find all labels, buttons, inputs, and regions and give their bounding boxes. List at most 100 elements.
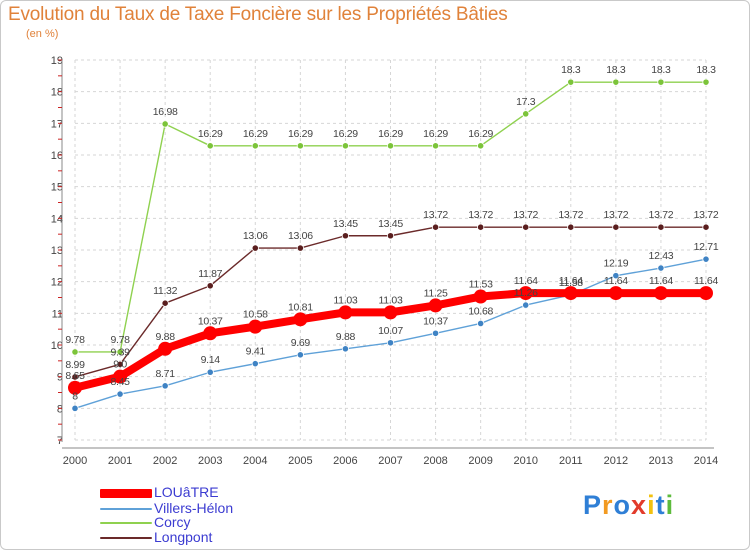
data-point xyxy=(338,305,353,320)
legend-swatch xyxy=(100,522,152,525)
data-label: 8.45 xyxy=(110,376,130,388)
data-label: 8.65 xyxy=(65,370,85,382)
data-point xyxy=(68,380,82,395)
data-label: 8 xyxy=(72,390,78,402)
data-label: 16.29 xyxy=(333,128,358,140)
y-tick-label: 8 xyxy=(57,403,63,415)
logo-letter: o xyxy=(613,490,632,520)
data-point xyxy=(161,120,169,128)
data-label: 8.71 xyxy=(156,368,176,380)
data-label: 10.58 xyxy=(243,309,268,321)
data-point xyxy=(251,142,259,150)
x-tick-label: 2002 xyxy=(153,455,177,467)
y-tick-label: 14 xyxy=(51,213,63,225)
x-tick-label: 2009 xyxy=(468,455,492,467)
data-label: 11.58 xyxy=(559,277,583,289)
y-tick-label: 10 xyxy=(51,340,63,352)
data-label: 16.29 xyxy=(468,128,493,140)
data-point xyxy=(296,244,304,252)
legend-item-louatre: LOUâTRE xyxy=(100,484,219,500)
data-label: 18.3 xyxy=(651,64,671,76)
legend-swatch xyxy=(100,537,152,540)
data-point xyxy=(386,142,395,150)
y-tick-label: 12 xyxy=(51,277,63,289)
data-label: 10.81 xyxy=(288,301,313,313)
data-label: 11.32 xyxy=(153,285,177,297)
data-label: 12.43 xyxy=(649,250,674,262)
data-label: 12.71 xyxy=(694,241,719,253)
data-point xyxy=(477,142,485,150)
data-label: 13.06 xyxy=(243,230,268,242)
data-point xyxy=(116,348,124,356)
x-tick-label: 2007 xyxy=(378,455,402,467)
logo-letter: t xyxy=(655,490,666,520)
chart-title: Evolution du Taux de Taxe Foncière sur l… xyxy=(8,4,508,25)
data-label: 18.3 xyxy=(696,64,716,76)
data-point xyxy=(563,286,578,301)
y-tick-label: 13 xyxy=(51,245,63,257)
legend-swatch xyxy=(100,488,152,498)
data-label: 11.64 xyxy=(514,275,538,287)
unit-label: (en %) xyxy=(26,28,59,40)
data-label: 10.07 xyxy=(378,325,403,337)
data-point xyxy=(702,223,710,231)
y-tick-label: 17 xyxy=(51,118,63,130)
data-point xyxy=(161,382,169,390)
x-tick-label: 2001 xyxy=(108,455,132,467)
data-point xyxy=(612,272,620,280)
data-point xyxy=(203,326,218,341)
y-tick-label: 9 xyxy=(57,372,63,384)
x-tick-label: 2010 xyxy=(513,455,537,467)
data-label: 8.99 xyxy=(65,359,85,371)
data-label: 11.64 xyxy=(649,275,673,287)
data-label: 13.72 xyxy=(649,209,674,221)
data-point xyxy=(161,299,169,307)
data-label: 18.3 xyxy=(606,64,626,76)
data-point xyxy=(341,345,350,353)
data-label: 11.26 xyxy=(514,287,538,299)
data-point xyxy=(477,319,485,328)
data-point xyxy=(657,223,665,231)
data-point xyxy=(251,360,259,368)
x-tick-label: 2006 xyxy=(333,455,357,467)
data-point xyxy=(473,289,488,304)
data-label: 13.72 xyxy=(423,209,448,221)
legend-label: Villers-Hélon xyxy=(154,500,234,516)
data-point xyxy=(431,329,440,337)
data-label: 9.39 xyxy=(110,346,130,358)
x-tick-label: 2011 xyxy=(559,455,583,467)
data-label: 13.45 xyxy=(378,218,403,230)
data-label: 11.03 xyxy=(333,294,357,306)
legend-label: Corcy xyxy=(154,514,191,530)
data-point xyxy=(116,360,124,368)
logo-letter: i xyxy=(647,490,656,520)
data-label: 9.69 xyxy=(291,337,311,349)
data-point xyxy=(206,368,214,376)
data-label: 13.72 xyxy=(694,209,719,221)
data-label: 12.19 xyxy=(603,258,628,270)
data-label: 10.68 xyxy=(468,305,493,317)
data-label: 9.78 xyxy=(65,334,85,346)
data-point xyxy=(477,223,485,231)
data-point xyxy=(296,351,304,359)
data-point xyxy=(522,223,530,231)
data-point xyxy=(702,78,710,86)
data-label: 13.72 xyxy=(603,209,628,221)
data-point xyxy=(296,142,304,150)
data-point xyxy=(653,286,668,301)
y-tick-label: 15 xyxy=(51,182,63,194)
data-point xyxy=(206,282,214,290)
y-tick-label: 18 xyxy=(51,87,63,99)
data-point xyxy=(612,78,620,86)
data-label: 13.72 xyxy=(468,209,493,221)
data-label: 11.64 xyxy=(694,275,718,287)
data-point xyxy=(116,390,124,398)
data-label: 10.37 xyxy=(198,315,223,327)
legend-item-villers-helon: Villers-Hélon xyxy=(100,500,233,516)
data-label: 11.25 xyxy=(424,287,448,299)
data-point xyxy=(431,142,440,150)
data-label: 10.37 xyxy=(423,315,448,327)
legend-label: LOUâTRE xyxy=(154,484,219,500)
legend-swatch xyxy=(100,508,152,511)
